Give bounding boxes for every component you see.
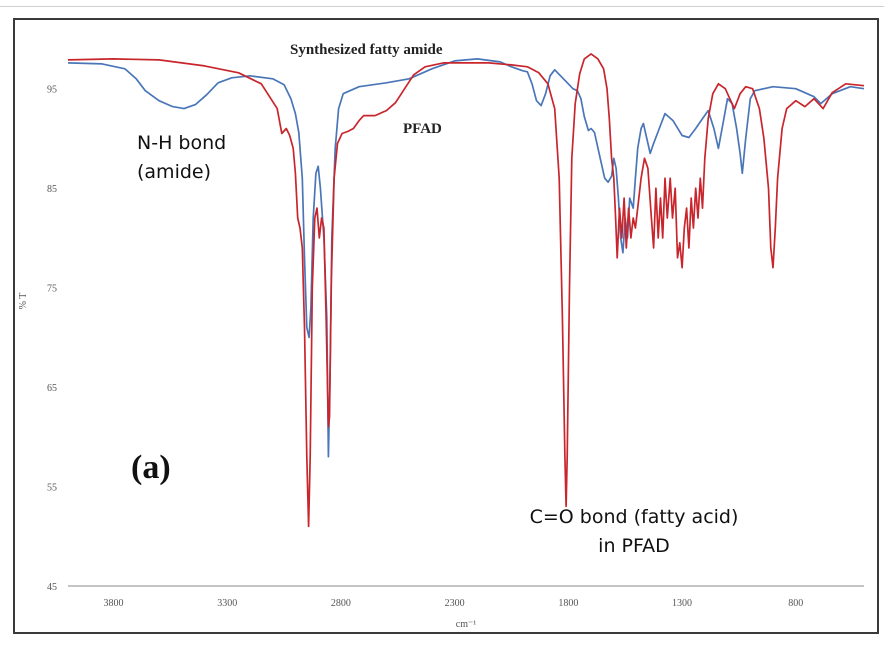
annotation-co-bond-line2: in PFAD: [598, 535, 670, 557]
top-divider: [0, 6, 884, 7]
y-tick-label: 95: [47, 85, 57, 96]
panel-label: (a): [131, 449, 171, 486]
x-tick-labels: 3800 3300 2800 2300 1800 1300 800: [103, 598, 803, 609]
annotation-co-bond-line1: C=O bond (fatty acid): [530, 506, 739, 528]
y-tick-label: 85: [47, 184, 57, 195]
x-axis-label: cm⁻¹: [456, 619, 477, 630]
chart-frame: [13, 18, 879, 634]
series-line-pfad: [67, 53, 865, 528]
x-tick-label: 1800: [558, 598, 578, 609]
series-line-synthesized-fatty-amide: [67, 58, 865, 458]
x-tick-label: 1300: [672, 598, 692, 609]
x-tick-label: 800: [788, 598, 803, 609]
x-tick-label: 2300: [445, 598, 465, 609]
y-tick-label: 45: [47, 582, 57, 593]
y-tick-label: 65: [47, 383, 57, 394]
y-axis-label: % T: [18, 293, 29, 310]
y-tick-label: 75: [47, 284, 57, 295]
y-tick-labels: 95 85 75 65 55 45: [47, 85, 57, 593]
annotation-nh-bond-line2: (amide): [137, 161, 211, 183]
annotation-synthesized-fatty-amide: Synthesized fatty amide: [290, 42, 443, 58]
annotation-nh-bond-line1: N-H bond: [137, 132, 226, 154]
series-group: [67, 53, 865, 528]
x-tick-label: 3800: [103, 598, 123, 609]
x-tick-label: 2800: [331, 598, 351, 609]
y-tick-label: 55: [47, 483, 57, 494]
x-tick-label: 3300: [217, 598, 237, 609]
annotation-pfad: PFAD: [403, 121, 442, 137]
